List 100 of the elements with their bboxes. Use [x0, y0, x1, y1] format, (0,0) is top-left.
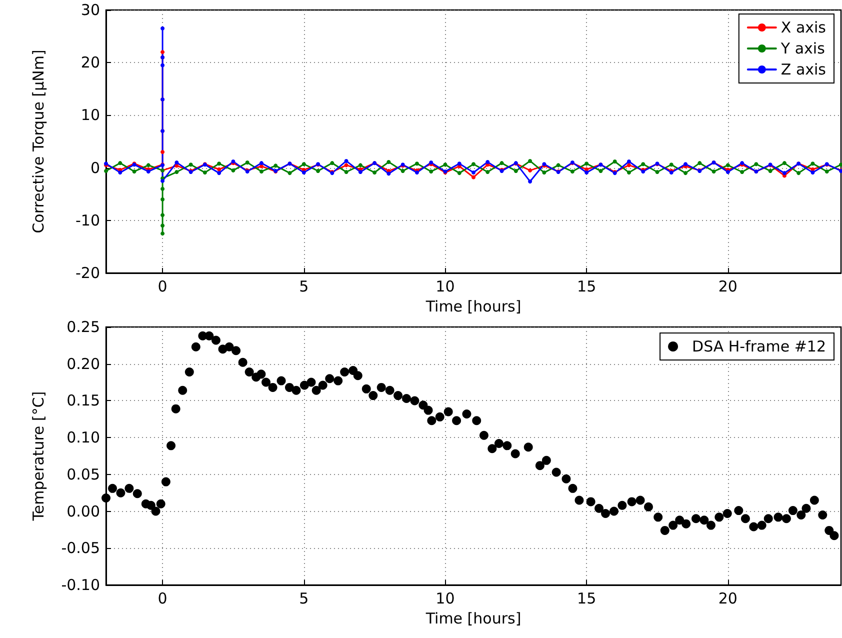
- point: [118, 170, 122, 175]
- point: [655, 170, 660, 174]
- point: [641, 162, 646, 166]
- point: [414, 162, 419, 166]
- x-tick-label: 20: [718, 278, 738, 296]
- point: [146, 163, 150, 168]
- legend-label: Y axis: [780, 40, 826, 58]
- y-axis-title: Corrective Torque [μNm]: [30, 50, 48, 234]
- point: [259, 169, 264, 174]
- point: [626, 170, 631, 175]
- point: [160, 232, 165, 236]
- point: [160, 213, 165, 218]
- point: [386, 172, 391, 176]
- point: [202, 170, 207, 175]
- y-tick-label: -0.05: [61, 539, 100, 558]
- y-axis-title: Temperature [°C]: [30, 391, 48, 522]
- y-tick-label: -0.10: [61, 576, 100, 594]
- legend-label: Z axis: [780, 60, 826, 78]
- point: [414, 170, 419, 175]
- y-tick-label: 0.25: [66, 318, 100, 336]
- point: [358, 163, 362, 168]
- point: [217, 162, 222, 166]
- point: [429, 169, 434, 174]
- point: [231, 168, 236, 172]
- point: [684, 171, 688, 176]
- point: [542, 170, 546, 175]
- point: [344, 163, 348, 168]
- point: [160, 197, 165, 202]
- point: [472, 162, 476, 166]
- point: [174, 160, 179, 165]
- point: [160, 178, 165, 183]
- point: [160, 26, 165, 30]
- point: [316, 168, 320, 173]
- legend-label: X axis: [780, 18, 826, 36]
- point: [174, 170, 179, 174]
- point: [132, 169, 136, 174]
- point: [372, 170, 377, 175]
- point: [584, 170, 589, 175]
- point: [740, 170, 744, 174]
- x-tick-label: 0: [158, 590, 168, 608]
- point: [486, 160, 490, 164]
- x-axis-title: Time [hours]: [424, 610, 522, 628]
- point: [726, 163, 730, 168]
- point: [796, 171, 801, 176]
- x-tick-label: 5: [299, 590, 309, 608]
- point: [768, 168, 772, 173]
- point: [626, 159, 631, 164]
- point: [344, 158, 348, 163]
- point: [726, 170, 730, 174]
- y-tick-label: 0.00: [66, 502, 100, 520]
- point: [217, 167, 222, 172]
- y-tick-label: 30: [80, 1, 100, 19]
- point: [274, 164, 278, 168]
- point: [514, 168, 518, 173]
- x-axis-title: Time [hours]: [424, 298, 522, 316]
- point: [104, 168, 108, 173]
- point: [782, 171, 786, 176]
- point: [400, 168, 405, 173]
- x-tick-label: 10: [436, 278, 455, 296]
- point: [457, 162, 462, 166]
- point: [584, 162, 589, 166]
- point: [712, 169, 716, 174]
- point: [612, 159, 617, 164]
- point: [188, 162, 193, 167]
- point: [528, 179, 532, 184]
- point: [810, 162, 815, 166]
- point: [259, 161, 264, 166]
- y-tick-label: 0: [90, 158, 100, 177]
- point: [160, 224, 165, 228]
- y-tick-label: 20: [80, 54, 100, 72]
- point: [486, 170, 490, 174]
- point: [598, 168, 603, 173]
- point: [344, 170, 348, 174]
- point: [782, 161, 786, 166]
- point: [556, 163, 560, 168]
- x-tick-label: 5: [299, 278, 309, 296]
- point: [754, 162, 758, 166]
- x-tick-label: 0: [158, 278, 168, 296]
- point: [626, 163, 631, 168]
- point: [330, 161, 334, 166]
- point: [160, 63, 165, 68]
- point: [472, 175, 476, 180]
- point: [810, 170, 815, 175]
- y-tick-label: 10: [80, 106, 100, 124]
- point: [570, 169, 574, 174]
- x-tick-label: 20: [718, 590, 738, 608]
- point: [160, 50, 165, 54]
- legend-label: DSA H-frame #12: [692, 338, 826, 356]
- point: [669, 162, 674, 167]
- x-tick-label: 15: [577, 278, 596, 296]
- point: [824, 169, 829, 174]
- y-tick-label: 0.20: [66, 354, 100, 373]
- point: [118, 161, 122, 166]
- point: [528, 168, 532, 172]
- y-tick-label: 0.15: [66, 392, 100, 410]
- point: [160, 150, 165, 154]
- point: [302, 170, 306, 175]
- point: [472, 170, 476, 175]
- point: [160, 186, 165, 191]
- x-tick-label: 15: [577, 590, 596, 608]
